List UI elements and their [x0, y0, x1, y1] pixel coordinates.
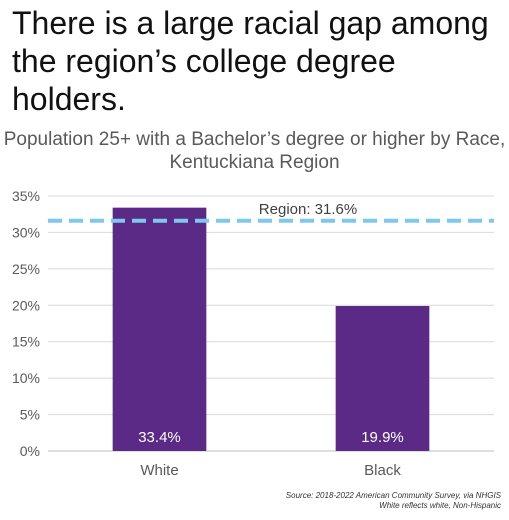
region-reference-line: Region: 31.6% [48, 201, 494, 223]
bar-white [112, 207, 207, 451]
y-tick-label: 0% [20, 443, 40, 459]
x-tick-label: Black [364, 462, 401, 479]
y-axis-tick-labels: 0% 5% 10% 15% 20% 25% 30% 35% [12, 188, 40, 459]
y-tick-label: 35% [12, 188, 40, 204]
source-footnote: White reflects white, Non-Hispanic [379, 501, 501, 510]
y-tick-label: 10% [12, 370, 40, 386]
source-note: Source: 2018-2022 American Community Sur… [286, 491, 501, 511]
bars: 33.4% 19.9% [112, 207, 430, 451]
data-label-white: 33.4% [138, 429, 181, 446]
y-tick-label: 20% [12, 297, 40, 313]
headline: There is a large racial gap among the re… [12, 5, 489, 117]
region-average-label: Region: 31.6% [259, 201, 357, 218]
y-tick-label: 15% [12, 334, 40, 350]
x-axis-tick-labels: White Black [140, 462, 401, 479]
y-tick-label: 25% [12, 261, 40, 277]
x-tick-label: White [140, 462, 178, 479]
y-tick-label: 5% [20, 407, 40, 423]
y-tick-label: 30% [12, 224, 40, 240]
data-label-black: 19.9% [361, 429, 404, 446]
chart-title: Population 25+ with a Bachelor’s degree … [3, 129, 506, 173]
source-line: Source: 2018-2022 American Community Sur… [285, 491, 501, 500]
bar-black [335, 306, 430, 451]
